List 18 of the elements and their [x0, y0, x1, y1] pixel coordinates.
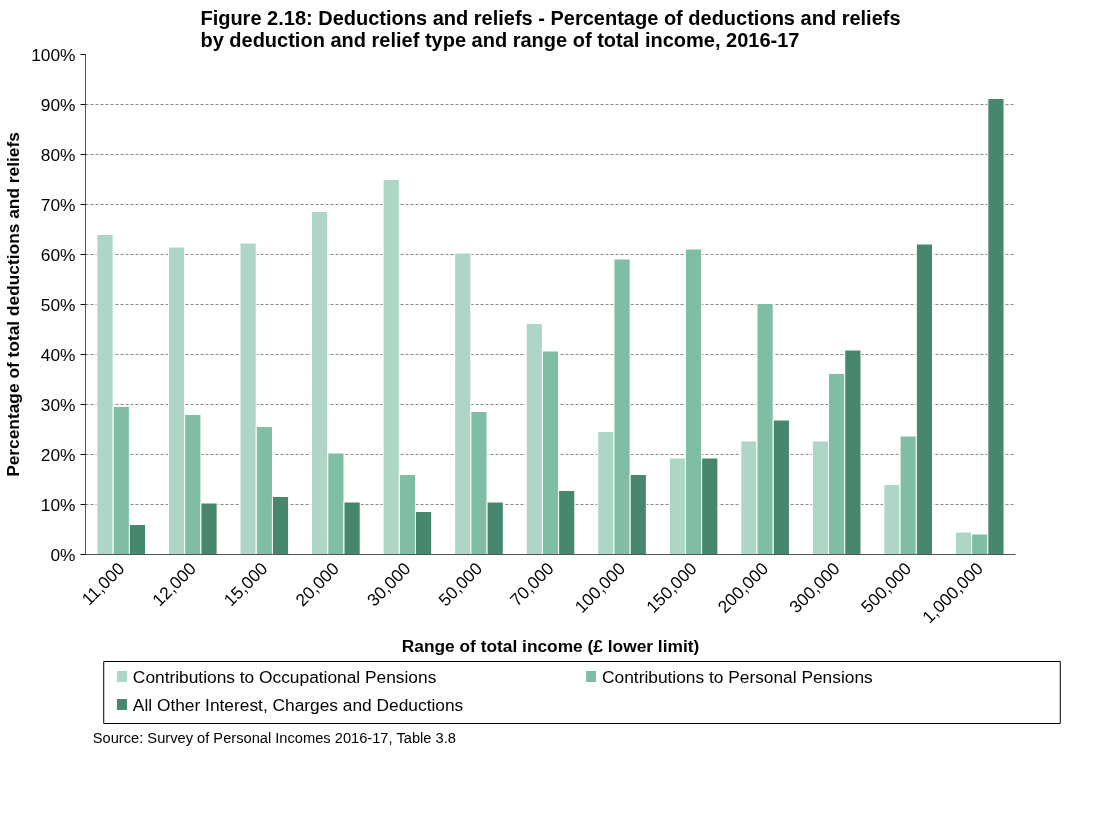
- x-axis-title: Range of total income (£ lower limit): [401, 636, 700, 657]
- y-tick-label: 60%: [40, 244, 76, 265]
- y-tick-label: 70%: [40, 194, 76, 215]
- y-tick-label: 50%: [40, 294, 76, 315]
- y-tick-label: 90%: [40, 94, 76, 115]
- legend-label: Contributions to Occupational Pensions: [132, 666, 437, 687]
- y-axis-title: Percentage of total deductions and reliefs: [3, 132, 24, 477]
- y-tick-label: 40%: [40, 344, 76, 365]
- source-note: Source: Survey of Personal Incomes 2016-17, Table 3.8: [92, 729, 456, 746]
- legend-label: Contributions to Personal Pensions: [602, 666, 874, 687]
- y-tick-label: 10%: [40, 494, 76, 515]
- y-tick-label: 80%: [40, 144, 76, 165]
- chart-title: Figure 2.18: Deductions and reliefs - Percentage of deductions and reliefs by deduction and relief type and range of total income, 2016-17: [200, 6, 901, 51]
- y-tick-label: 30%: [40, 394, 76, 415]
- y-tick-label: 20%: [40, 444, 76, 465]
- legend-label: All Other Interest, Charges and Deductions: [132, 694, 464, 715]
- y-tick-label: 0%: [50, 544, 76, 565]
- y-tick-label: 100%: [31, 44, 76, 65]
